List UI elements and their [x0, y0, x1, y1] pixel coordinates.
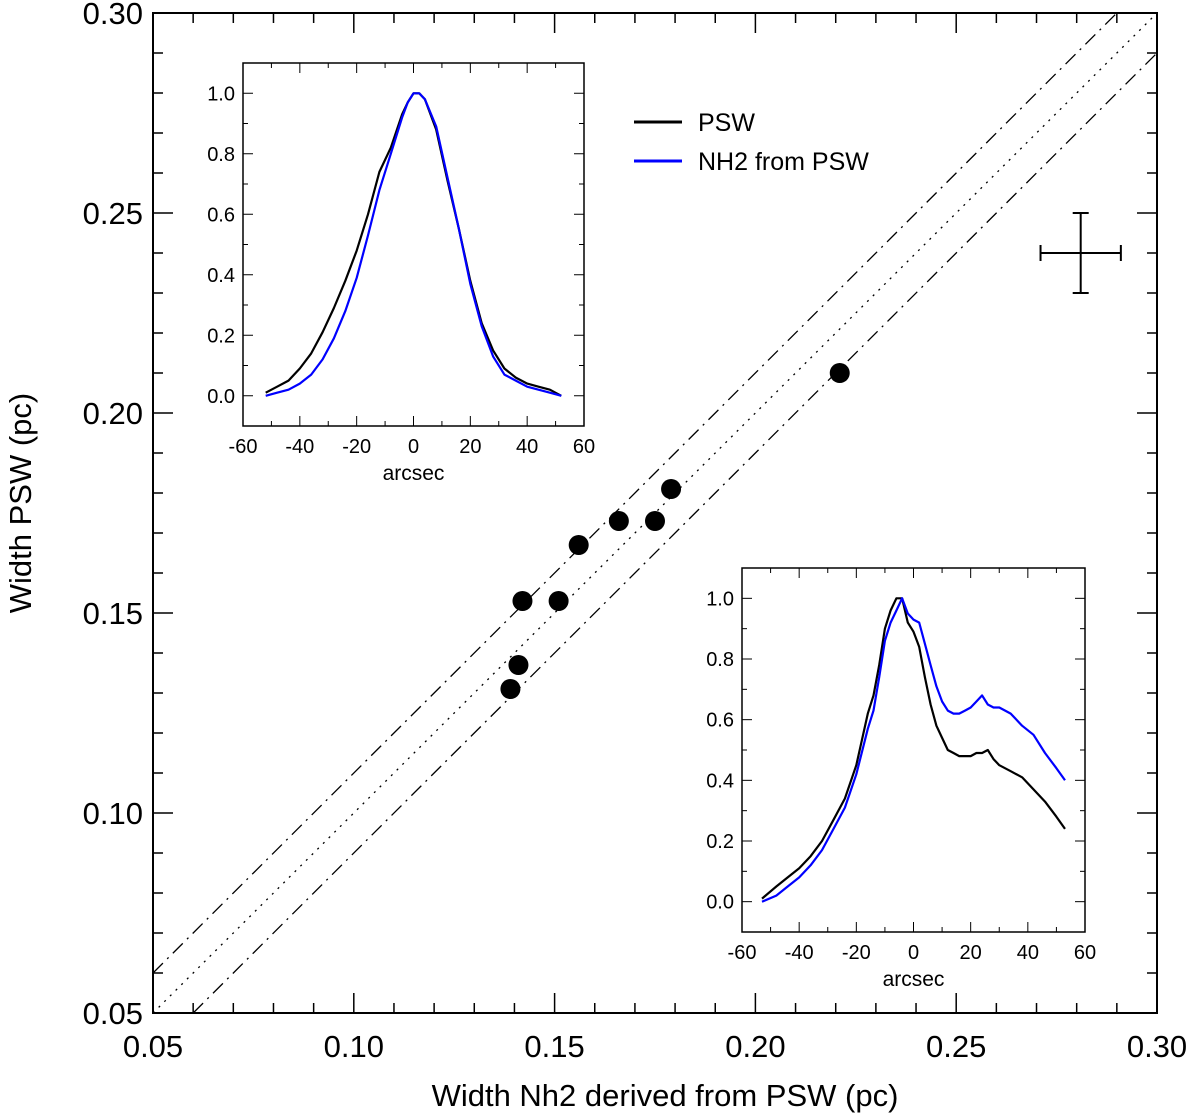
data-point: [500, 679, 521, 699]
inset-axis-ticks: -60 -40 -20 0 20 40 60 0.0 0.2 0.4 0.6 0.8 1.0: [706, 567, 1096, 964]
x-tick-label: 0.05: [123, 1029, 183, 1064]
data-point: [512, 591, 533, 611]
data-point: [661, 479, 682, 499]
inset-y-tick-label: 0.0: [207, 386, 235, 408]
x-tick-label: 0.10: [324, 1029, 384, 1064]
inset-top-left: -60 -40 -20 0 20 40 60 0.0 0.2 0.4 0.6 0.8 1.0 arcse…: [207, 62, 595, 485]
inset-x-tick-label: -60: [728, 942, 757, 964]
y-axis-label: Width PSW (pc): [3, 393, 38, 613]
inset-y-tick-label: 1.0: [706, 588, 734, 610]
inset-x-tick-label: 40: [516, 436, 538, 458]
data-point: [645, 511, 665, 531]
x-tick-label: 0.25: [926, 1029, 986, 1064]
inset-profile-lines: [265, 92, 562, 397]
inset-background: [243, 63, 584, 426]
y-tick-label: 0.25: [83, 196, 143, 231]
data-point: [608, 511, 629, 531]
inset-y-tick-label: 0.6: [706, 710, 734, 732]
legend: PSW NH2 from PSW: [634, 109, 869, 176]
y-tick-label: 0.10: [83, 796, 143, 831]
inset-x-tick-label: 20: [960, 942, 982, 964]
data-point: [548, 591, 569, 611]
inset-bottom-right: -60 -40 -20 0 20 40 60 0.0 0.2 0.4 0.6 0.8 1.0 arcse…: [706, 567, 1096, 991]
y-tick-label: 0.30: [83, 0, 143, 31]
series-line-nh2-from-psw: [265, 92, 562, 397]
series-line-psw: [761, 597, 1066, 900]
legend-label-nh2-from-psw: NH2 from PSW: [698, 148, 869, 176]
x-tick-label: 0.15: [524, 1029, 584, 1064]
inset-y-tick-label: 0.0: [706, 892, 734, 914]
inset-y-tick-label: 0.8: [207, 144, 235, 166]
inset-x-tick-label: 40: [1017, 942, 1039, 964]
y-tick-label: 0.15: [83, 596, 143, 631]
error-bar: [1039, 212, 1122, 294]
inset-y-tick-label: 0.4: [207, 265, 235, 287]
inset-x-tick-label: 0: [408, 436, 419, 458]
y-tick-label: 0.20: [83, 396, 143, 431]
y-tick-label: 0.05: [83, 996, 143, 1031]
inset-y-tick-label: 0.8: [706, 649, 734, 671]
main-axis-ticks: 0.05 0.10 0.15 0.20 0.25 0.300.050.100.150.20…: [83, 0, 1188, 1064]
data-point: [829, 363, 850, 383]
inset-y-tick-label: 0.6: [207, 204, 235, 226]
series-line-nh2-from-psw: [761, 597, 1066, 903]
x-axis-label: Width Nh2 derived from PSW (pc): [432, 1078, 899, 1113]
inset-profile-lines: [761, 597, 1066, 903]
data-point: [508, 655, 529, 675]
inset-x-tick-label: 20: [459, 436, 481, 458]
inset-x-tick-label: -60: [229, 436, 258, 458]
inset-x-axis-label: arcsec: [883, 968, 945, 991]
scatter-points: [500, 363, 850, 699]
legend-label-psw: PSW: [698, 109, 755, 137]
reference-line-upper: [152, 12, 1118, 974]
inset-x-tick-label: -40: [285, 436, 314, 458]
x-tick-label: 0.30: [1127, 1029, 1187, 1064]
inset-x-tick-label: 60: [1074, 942, 1096, 964]
inset-x-axis-label: arcsec: [383, 462, 445, 485]
inset-x-tick-label: -40: [785, 942, 814, 964]
inset-x-tick-label: 60: [573, 436, 595, 458]
inset-x-tick-label: -20: [342, 436, 371, 458]
inset-y-tick-label: 1.0: [207, 83, 235, 105]
inset-background: [742, 568, 1085, 932]
main-plot-frame: [152, 12, 1158, 1014]
reference-lines: [152, 12, 1158, 1014]
inset-x-tick-label: 0: [908, 942, 919, 964]
main-scatter-plot: 0.05 0.10 0.15 0.20 0.25 0.300.050.100.150.20…: [3, 0, 1187, 1113]
inset-y-tick-label: 0.2: [706, 831, 734, 853]
inset-x-tick-label: -20: [842, 942, 871, 964]
data-point: [568, 535, 589, 555]
x-tick-label: 0.20: [725, 1029, 785, 1064]
inset-axis-ticks: -60 -40 -20 0 20 40 60 0.0 0.2 0.4 0.6 0.8 1.0: [207, 62, 595, 458]
inset-y-tick-label: 0.4: [706, 770, 734, 792]
inset-y-tick-label: 0.2: [207, 325, 235, 347]
reference-line-lower: [192, 52, 1158, 1014]
